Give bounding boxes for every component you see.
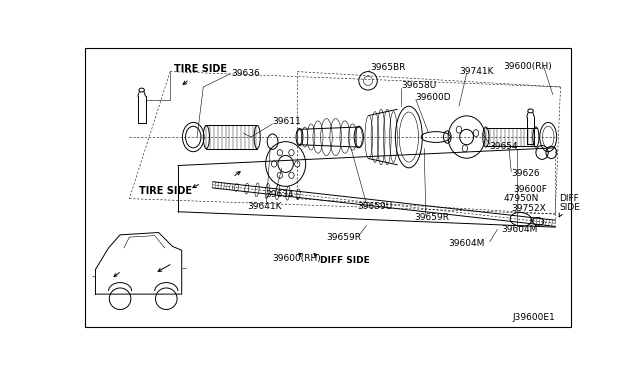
Text: 39634: 39634	[265, 190, 294, 199]
Text: 39636: 39636	[232, 70, 260, 78]
Text: 39654: 39654	[490, 142, 518, 151]
Text: 39659R: 39659R	[326, 232, 361, 242]
Text: 39658U: 39658U	[401, 81, 436, 90]
Text: 39752X: 39752X	[511, 204, 546, 213]
Text: 39641K: 39641K	[247, 202, 282, 211]
Text: 39741K: 39741K	[459, 67, 493, 76]
Text: 39604M: 39604M	[501, 225, 538, 234]
Text: SIDE: SIDE	[559, 203, 580, 212]
Text: 39600(RH): 39600(RH)	[273, 254, 321, 263]
Text: TIRE SIDE: TIRE SIDE	[140, 186, 193, 196]
Text: 39611: 39611	[273, 117, 301, 126]
Text: 39659R: 39659R	[414, 214, 449, 222]
Text: 47950N: 47950N	[504, 194, 539, 203]
Text: 39626: 39626	[511, 170, 540, 179]
Text: 39604M: 39604M	[449, 239, 484, 248]
Text: 39600(RH): 39600(RH)	[504, 62, 552, 71]
Text: DIFF: DIFF	[559, 194, 579, 203]
Text: DIFF SIDE: DIFF SIDE	[320, 256, 370, 265]
Text: 39659U: 39659U	[357, 202, 392, 211]
Text: J39600E1: J39600E1	[513, 313, 556, 322]
Text: 3965BR: 3965BR	[371, 63, 406, 72]
Text: 39600D: 39600D	[415, 93, 451, 102]
Text: 39600F: 39600F	[513, 185, 547, 194]
Text: TIRE SIDE: TIRE SIDE	[174, 64, 227, 74]
